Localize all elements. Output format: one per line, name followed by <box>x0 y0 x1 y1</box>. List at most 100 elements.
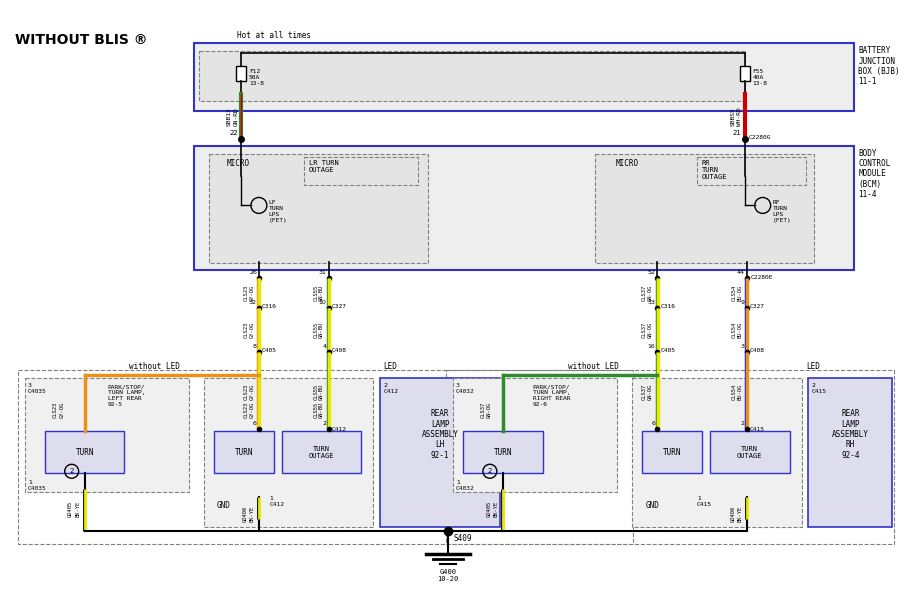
Text: 52: 52 <box>647 270 656 275</box>
Text: 32: 32 <box>249 300 257 305</box>
Text: TURN: TURN <box>663 448 681 457</box>
Text: CLS37: CLS37 <box>480 401 486 418</box>
Text: TURN: TURN <box>494 448 512 457</box>
Text: CLS55: CLS55 <box>313 401 318 418</box>
Text: 21: 21 <box>733 130 742 136</box>
Text: SBB12: SBB12 <box>226 107 232 126</box>
Text: C408: C408 <box>750 348 765 353</box>
Text: C412: C412 <box>331 427 347 432</box>
Text: CLS55: CLS55 <box>313 321 318 338</box>
Text: C327: C327 <box>750 304 765 309</box>
Text: GD405: GD405 <box>68 501 74 517</box>
Text: RR
TURN
OUTAGE: RR TURN OUTAGE <box>702 160 727 179</box>
Text: 16: 16 <box>647 344 656 349</box>
Text: CLS55: CLS55 <box>313 384 318 400</box>
Text: CLS23: CLS23 <box>243 321 249 338</box>
Bar <box>632 378 802 527</box>
Bar <box>214 431 274 473</box>
Text: CLS23: CLS23 <box>53 401 57 418</box>
Text: GY-OG: GY-OG <box>250 401 254 418</box>
Text: BU-OG: BU-OG <box>737 285 742 301</box>
Text: GD406: GD406 <box>730 506 735 522</box>
Text: WH-RD: WH-RD <box>737 107 742 126</box>
Bar <box>463 431 543 473</box>
Text: GD405: GD405 <box>487 501 491 517</box>
Bar <box>808 378 893 527</box>
Text: 22: 22 <box>229 130 238 136</box>
Text: BK-YE: BK-YE <box>75 501 80 517</box>
Text: 1: 1 <box>28 480 32 485</box>
Text: CLS23: CLS23 <box>243 285 249 301</box>
Bar <box>199 51 745 101</box>
Text: CLS55: CLS55 <box>313 285 318 301</box>
Text: C415: C415 <box>812 389 826 393</box>
Text: without LED: without LED <box>568 362 618 371</box>
Text: C415: C415 <box>697 502 712 507</box>
Text: BODY
CONTROL
MODULE
(BCM)
11-4: BODY CONTROL MODULE (BCM) 11-4 <box>858 149 891 199</box>
Text: TURN: TURN <box>234 448 253 457</box>
Bar <box>44 431 124 473</box>
Text: LR TURN
OUTAGE: LR TURN OUTAGE <box>309 160 339 173</box>
Text: CLS37: CLS37 <box>642 321 646 338</box>
Text: GN-BU: GN-BU <box>319 285 324 301</box>
Text: 6: 6 <box>651 422 656 426</box>
Text: GN-BU: GN-BU <box>319 401 324 418</box>
Bar <box>453 378 617 492</box>
Text: MICRO: MICRO <box>616 159 638 168</box>
Text: 3: 3 <box>28 382 32 388</box>
Bar <box>204 378 373 527</box>
Text: Hot at all times: Hot at all times <box>237 31 311 40</box>
Text: WITHOUT BLIS ®: WITHOUT BLIS ® <box>15 33 147 47</box>
Text: GY-OG: GY-OG <box>250 285 254 301</box>
Text: CLS23: CLS23 <box>243 384 249 400</box>
Text: GN-OG: GN-OG <box>647 384 653 400</box>
Text: C2280G: C2280G <box>749 135 771 140</box>
Text: C405: C405 <box>660 348 676 353</box>
Bar <box>596 154 814 263</box>
Text: 2: 2 <box>812 382 815 388</box>
Text: LF
TURN
LPS
(FET): LF TURN LPS (FET) <box>269 201 288 223</box>
Text: 9: 9 <box>741 300 745 305</box>
Text: BK-YE: BK-YE <box>493 501 498 517</box>
Bar <box>697 157 806 184</box>
Bar <box>194 146 854 270</box>
Text: S409: S409 <box>453 534 471 543</box>
Text: GY-OG: GY-OG <box>250 384 254 400</box>
Text: 31: 31 <box>319 270 327 275</box>
Text: TURN
OUTAGE: TURN OUTAGE <box>309 446 334 459</box>
Text: REAR
LAMP
ASSEMBLY
LH
92-1: REAR LAMP ASSEMBLY LH 92-1 <box>421 409 459 460</box>
Bar <box>446 370 894 544</box>
Text: REAR
LAMP
ASSEMBLY
RH
92-4: REAR LAMP ASSEMBLY RH 92-4 <box>832 409 869 460</box>
Text: BU-OG: BU-OG <box>737 384 742 400</box>
Text: GND: GND <box>646 501 659 510</box>
Text: BK-YE: BK-YE <box>737 506 742 522</box>
Text: C316: C316 <box>660 304 676 309</box>
Text: 10: 10 <box>319 300 327 305</box>
Text: 2: 2 <box>322 422 327 426</box>
Text: CLS23: CLS23 <box>243 401 249 418</box>
Text: BATTERY
JUNCTION
BOX (BJB)
11-1: BATTERY JUNCTION BOX (BJB) 11-1 <box>858 46 900 87</box>
Text: 8: 8 <box>253 344 257 349</box>
Text: GY-OG: GY-OG <box>60 401 65 418</box>
Text: GN-BU: GN-BU <box>319 321 324 338</box>
Text: 6: 6 <box>253 422 257 426</box>
Text: CLS37: CLS37 <box>642 384 646 400</box>
Text: CLS37: CLS37 <box>642 285 646 301</box>
Text: 2: 2 <box>70 468 74 475</box>
Text: C415: C415 <box>750 427 765 432</box>
Text: SBBS5: SBBS5 <box>730 107 735 126</box>
Text: TURN: TURN <box>75 448 94 457</box>
Text: C412: C412 <box>383 389 399 393</box>
Text: RF
TURN
LPS
(FET): RF TURN LPS (FET) <box>773 201 792 223</box>
Text: C405: C405 <box>262 348 277 353</box>
Bar <box>740 66 750 81</box>
Text: MICRO: MICRO <box>227 159 250 168</box>
Bar <box>194 43 854 111</box>
Text: 2: 2 <box>488 468 492 475</box>
Text: 3: 3 <box>456 382 460 388</box>
Text: 33: 33 <box>647 300 656 305</box>
Text: LED: LED <box>383 362 397 371</box>
Text: C4032: C4032 <box>456 486 475 491</box>
Text: GN-RD: GN-RD <box>233 107 239 126</box>
Text: 1: 1 <box>697 496 701 501</box>
